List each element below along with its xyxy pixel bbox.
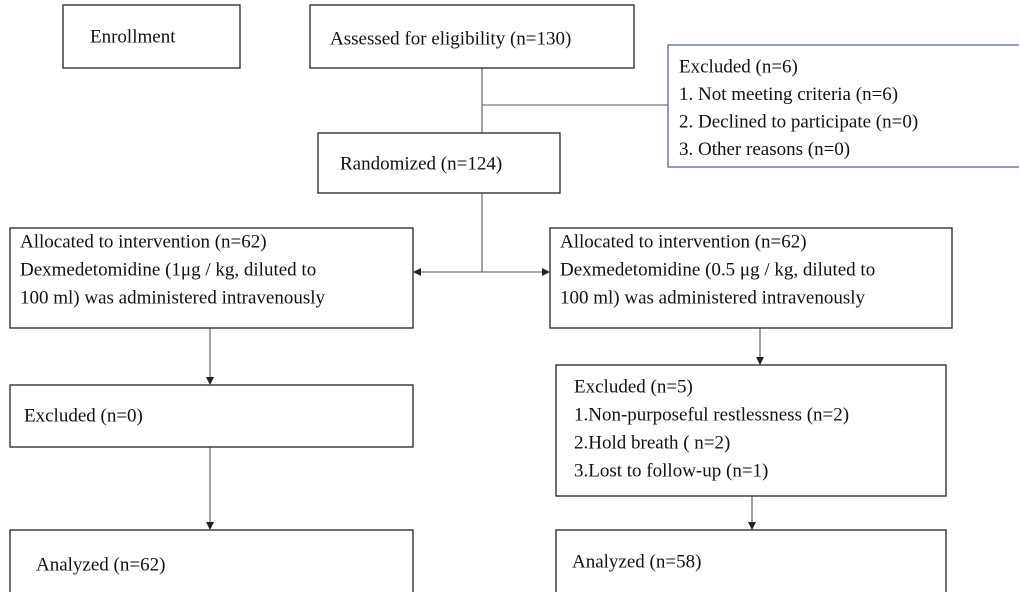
node-text: 2.Hold breath ( n=2) — [574, 432, 730, 453]
node-text: Randomized (n=124) — [340, 153, 502, 174]
node-box — [555, 364, 947, 497]
node: Analyzed (n=62) — [9, 529, 414, 592]
node-box — [9, 529, 414, 592]
node: Allocated to intervention (n=62) Dexmedet… — [9, 227, 414, 329]
node-text: 3. Other reasons (n=0) — [679, 139, 850, 160]
node-box — [309, 4, 635, 69]
node-text: Allocated to intervention (n=62) — [560, 231, 807, 252]
node-text: 100 ml) was administered intravenously — [560, 287, 865, 308]
node-text: Excluded (n=0) — [24, 405, 143, 426]
node-box — [555, 529, 947, 592]
node: Randomized (n=124) — [317, 132, 561, 194]
node-text: Analyzed (n=62) — [36, 554, 165, 575]
node-box — [667, 44, 1019, 168]
node: Enrollment — [62, 4, 241, 69]
node: Excluded (n=6) 1. Not meeting criteria (n… — [667, 44, 1019, 168]
node-text: Excluded (n=5) — [574, 376, 693, 397]
node: Excluded (n=0) — [9, 384, 414, 448]
connectors — [206, 68, 764, 530]
node-text: Analyzed (n=58) — [572, 551, 701, 572]
node: Excluded (n=5) 1.Non-purposeful restlessn… — [555, 364, 947, 497]
node-text: Assessed for eligibility (n=130) — [330, 28, 571, 49]
node: Assessed for eligibility (n=130) — [309, 4, 635, 69]
node-text: Dexmedetomidine (0.5 μg / kg, diluted to — [560, 259, 875, 280]
node-text: Enrollment — [90, 26, 176, 47]
node: Analyzed (n=58) — [555, 529, 947, 592]
node-box — [9, 227, 414, 329]
node-text: 3.Lost to follow-up (n=1) — [574, 460, 768, 481]
node-box — [62, 4, 241, 69]
node-box — [317, 132, 561, 194]
node-text: Dexmedetomidine (1μg / kg, diluted to — [20, 259, 316, 280]
node-text: Allocated to intervention (n=62) — [20, 231, 267, 252]
node-text: 2. Declined to participate (n=0) — [679, 111, 918, 132]
node: Allocated to intervention (n=62) Dexmedet… — [549, 227, 953, 329]
node-text: Excluded (n=6) — [679, 56, 798, 77]
node-text: 1. Not meeting criteria (n=6) — [679, 84, 898, 105]
node-text: 100 ml) was administered intravenously — [20, 287, 325, 308]
node-box — [9, 384, 414, 448]
node-text: 1.Non-purposeful restlessness (n=2) — [574, 404, 849, 425]
node-box — [549, 227, 953, 329]
